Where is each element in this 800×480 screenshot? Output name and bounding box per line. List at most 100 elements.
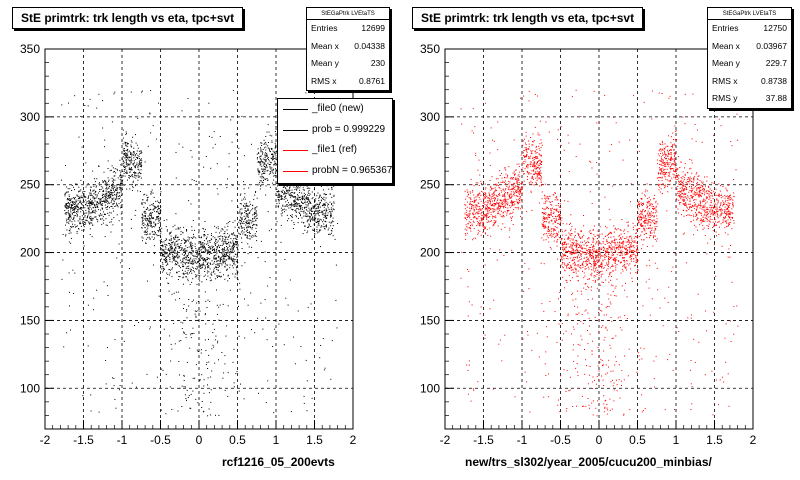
data-point — [91, 200, 93, 202]
data-point — [585, 359, 587, 361]
data-point — [264, 166, 266, 168]
data-point — [109, 170, 111, 172]
data-point — [523, 155, 525, 157]
data-point — [558, 216, 560, 218]
data-point — [517, 180, 519, 181]
data-point — [139, 162, 141, 163]
data-point — [723, 201, 725, 203]
data-point — [190, 203, 192, 205]
data-point — [666, 179, 668, 181]
data-point — [308, 207, 310, 209]
data-point — [82, 395, 84, 397]
data-point — [145, 208, 147, 210]
data-point — [646, 183, 648, 185]
data-point — [613, 389, 615, 391]
data-point — [724, 217, 726, 219]
data-point — [712, 211, 714, 213]
data-point — [133, 157, 135, 159]
data-point — [115, 205, 117, 207]
data-point — [172, 248, 173, 250]
data-point — [209, 253, 210, 255]
data-point — [318, 204, 320, 206]
data-point — [105, 200, 107, 202]
data-point — [119, 159, 121, 161]
data-point — [264, 299, 266, 300]
data-point — [294, 200, 296, 202]
data-point — [252, 227, 254, 229]
data-point — [153, 253, 155, 254]
data-point — [114, 179, 116, 181]
data-point — [229, 278, 230, 279]
data-point — [288, 193, 290, 195]
data-point — [217, 263, 219, 265]
data-point — [207, 267, 209, 269]
data-point — [266, 153, 268, 155]
data-point — [467, 269, 468, 270]
data-point — [149, 215, 151, 217]
data-point — [597, 230, 599, 232]
data-point — [311, 210, 312, 212]
data-point — [161, 248, 163, 250]
legend-entry: probN = 0.965367 — [278, 161, 392, 182]
data-point — [125, 172, 127, 174]
data-point — [240, 220, 242, 221]
data-point — [244, 206, 246, 208]
data-point — [213, 257, 215, 259]
data-point — [205, 156, 207, 157]
data-point — [530, 190, 532, 192]
data-point — [268, 160, 270, 162]
data-point — [561, 257, 563, 258]
data-point — [241, 115, 243, 117]
data-point — [214, 261, 216, 263]
data-point — [271, 149, 273, 150]
data-point — [485, 194, 487, 196]
data-point — [106, 193, 108, 195]
data-point — [125, 155, 127, 157]
data-point — [609, 344, 611, 346]
data-point — [240, 383, 241, 385]
data-point — [697, 194, 699, 196]
data-point — [88, 195, 89, 197]
data-point — [623, 260, 625, 262]
data-point — [96, 203, 98, 205]
data-point — [75, 205, 77, 207]
data-point — [259, 182, 261, 183]
data-point — [207, 384, 208, 386]
data-point — [192, 251, 194, 253]
data-point — [218, 245, 220, 247]
data-point — [299, 203, 301, 205]
data-point — [604, 336, 606, 338]
data-point — [95, 197, 97, 199]
left-stats-row: Mean y 230 — [311, 58, 385, 68]
data-point — [66, 332, 68, 334]
data-point — [150, 226, 152, 227]
data-point — [265, 402, 267, 404]
data-point — [311, 214, 313, 216]
left-pad: -2 -1.5 -1 -0.5 0 0.5 1 1.5 2 100 150 200 250 300 350 … — [12, 7, 393, 469]
data-point — [225, 256, 227, 258]
data-point — [311, 207, 313, 209]
data-point — [239, 288, 241, 290]
data-point — [323, 369, 325, 371]
data-point — [615, 269, 617, 271]
data-point — [305, 206, 307, 208]
data-point — [325, 216, 326, 217]
data-point — [161, 245, 163, 247]
data-point — [77, 207, 79, 208]
data-point — [233, 386, 235, 388]
data-point — [477, 223, 479, 225]
data-point — [332, 210, 333, 212]
data-point — [151, 189, 153, 191]
data-point — [627, 231, 629, 233]
data-point — [64, 194, 66, 195]
data-point — [540, 182, 542, 184]
data-point — [94, 197, 96, 199]
data-point — [311, 191, 313, 193]
data-point — [79, 217, 81, 219]
data-point — [590, 266, 592, 268]
data-point — [102, 196, 104, 198]
data-point — [114, 168, 116, 170]
data-point — [585, 262, 587, 264]
data-point — [208, 338, 209, 340]
data-point — [296, 185, 297, 187]
